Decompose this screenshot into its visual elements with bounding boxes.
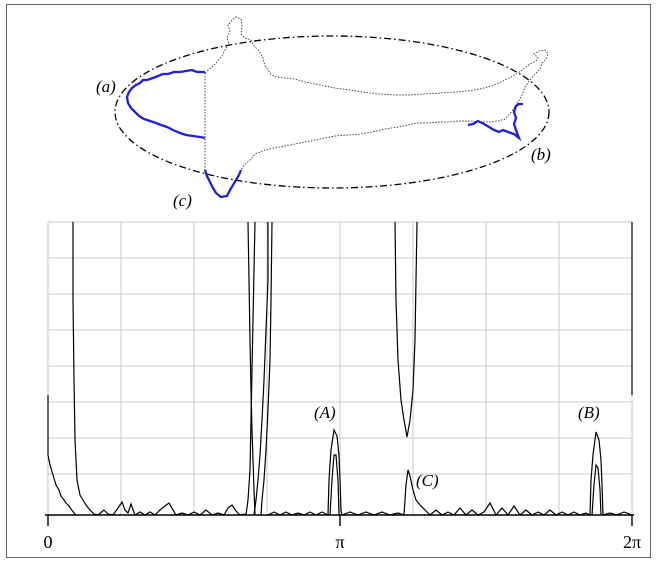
x-tick-0: 0 (44, 532, 53, 552)
x-tick-2pi: 2π (623, 532, 641, 552)
segment-a (125, 68, 206, 140)
label-c: (c) (173, 191, 192, 210)
peak-label-C: (C) (416, 471, 439, 490)
curve-left-edge (47, 395, 77, 516)
bottom-panel: 0 π 2π (A) (B) (C) (44, 221, 641, 552)
curve-peak-A (327, 428, 343, 516)
curve-noise-2 (267, 511, 329, 516)
curve-valley (394, 221, 418, 438)
shape-outline (204, 16, 549, 171)
curve-noise-4 (453, 501, 591, 517)
x-axis (45, 514, 634, 526)
curve-peak-B (589, 431, 604, 516)
curve-spike-1 (72, 222, 99, 516)
segment-c (203, 169, 243, 199)
peak-label-B: (B) (578, 403, 600, 422)
segment-b (467, 102, 523, 142)
label-b: (b) (531, 145, 551, 164)
peak-label-A: (A) (314, 403, 336, 422)
label-a: (a) (96, 77, 116, 96)
top-panel: (a) (b) (c) (96, 16, 551, 210)
frame (6, 4, 651, 558)
curve-noise-1 (97, 500, 247, 516)
x-tick-pi: π (335, 532, 344, 552)
curve-big-peak-inner (247, 221, 273, 516)
bounding-ellipse (114, 35, 550, 189)
